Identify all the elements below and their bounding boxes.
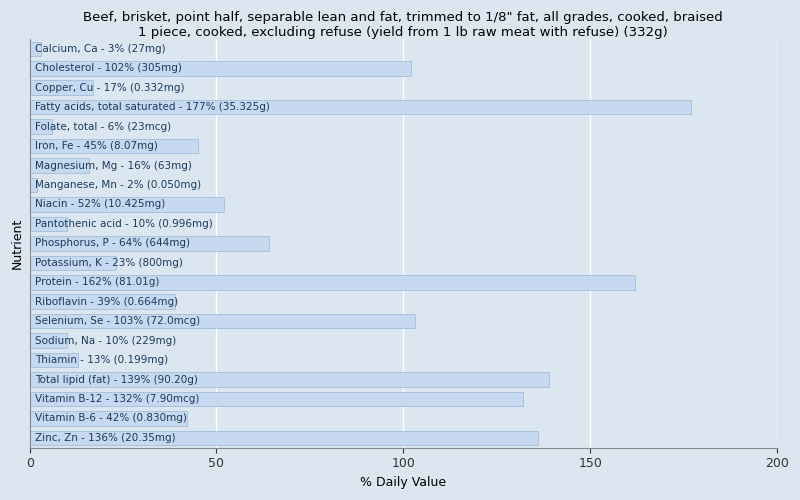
Bar <box>30 430 538 445</box>
Text: Potassium, K - 23% (800mg): Potassium, K - 23% (800mg) <box>35 258 183 268</box>
Text: Protein - 162% (81.01g): Protein - 162% (81.01g) <box>35 278 160 287</box>
Text: Manganese, Mn - 2% (0.050mg): Manganese, Mn - 2% (0.050mg) <box>35 180 202 190</box>
Text: Riboflavin - 39% (0.664mg): Riboflavin - 39% (0.664mg) <box>35 296 178 306</box>
Bar <box>30 275 635 289</box>
Text: Thiamin - 13% (0.199mg): Thiamin - 13% (0.199mg) <box>35 355 168 365</box>
Text: Vitamin B-6 - 42% (0.830mg): Vitamin B-6 - 42% (0.830mg) <box>35 414 187 424</box>
Bar <box>30 178 37 192</box>
Bar <box>30 42 41 56</box>
Y-axis label: Nutrient: Nutrient <box>11 218 24 269</box>
Bar <box>30 392 523 406</box>
Bar <box>30 334 67 348</box>
Bar <box>30 100 691 114</box>
Text: Copper, Cu - 17% (0.332mg): Copper, Cu - 17% (0.332mg) <box>35 82 185 92</box>
Bar <box>30 236 269 250</box>
Bar <box>30 216 67 231</box>
X-axis label: % Daily Value: % Daily Value <box>360 476 446 489</box>
Bar <box>30 353 78 368</box>
Title: Beef, brisket, point half, separable lean and fat, trimmed to 1/8" fat, all grad: Beef, brisket, point half, separable lea… <box>83 11 723 39</box>
Text: Total lipid (fat) - 139% (90.20g): Total lipid (fat) - 139% (90.20g) <box>35 374 198 384</box>
Text: Fatty acids, total saturated - 177% (35.325g): Fatty acids, total saturated - 177% (35.… <box>35 102 270 112</box>
Text: Vitamin B-12 - 132% (7.90mcg): Vitamin B-12 - 132% (7.90mcg) <box>35 394 200 404</box>
Bar <box>30 256 116 270</box>
Bar <box>30 158 90 173</box>
Bar <box>30 372 549 387</box>
Text: Iron, Fe - 45% (8.07mg): Iron, Fe - 45% (8.07mg) <box>35 141 158 151</box>
Bar <box>30 80 93 95</box>
Text: Calcium, Ca - 3% (27mg): Calcium, Ca - 3% (27mg) <box>35 44 166 54</box>
Text: Phosphorus, P - 64% (644mg): Phosphorus, P - 64% (644mg) <box>35 238 190 248</box>
Text: Selenium, Se - 103% (72.0mcg): Selenium, Se - 103% (72.0mcg) <box>35 316 200 326</box>
Text: Cholesterol - 102% (305mg): Cholesterol - 102% (305mg) <box>35 64 182 74</box>
Bar <box>30 139 198 154</box>
Text: Zinc, Zn - 136% (20.35mg): Zinc, Zn - 136% (20.35mg) <box>35 433 176 443</box>
Text: Sodium, Na - 10% (229mg): Sodium, Na - 10% (229mg) <box>35 336 177 345</box>
Bar <box>30 314 414 328</box>
Bar <box>30 61 410 76</box>
Bar <box>30 120 52 134</box>
Bar <box>30 197 224 212</box>
Text: Niacin - 52% (10.425mg): Niacin - 52% (10.425mg) <box>35 200 166 209</box>
Text: Pantothenic acid - 10% (0.996mg): Pantothenic acid - 10% (0.996mg) <box>35 219 213 229</box>
Text: Folate, total - 6% (23mcg): Folate, total - 6% (23mcg) <box>35 122 171 132</box>
Text: Magnesium, Mg - 16% (63mg): Magnesium, Mg - 16% (63mg) <box>35 160 192 170</box>
Bar <box>30 411 186 426</box>
Bar <box>30 294 175 309</box>
